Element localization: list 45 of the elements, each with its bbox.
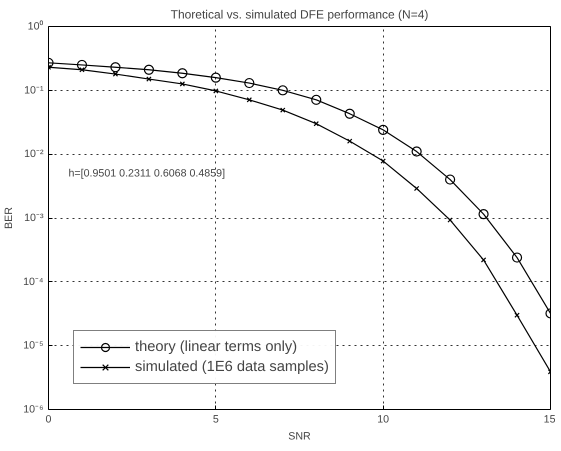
x-tick-label: 0	[46, 414, 52, 426]
point	[480, 257, 486, 263]
point	[280, 107, 286, 113]
point	[278, 85, 288, 96]
point	[146, 76, 152, 82]
point	[244, 78, 254, 88]
x-tick-label: 15	[544, 414, 556, 426]
point	[412, 146, 422, 157]
point	[79, 67, 85, 72]
x-tick-label: 5	[212, 414, 219, 426]
y-tick-label: 10⁰	[28, 20, 44, 32]
point	[246, 97, 252, 103]
point	[380, 158, 386, 164]
point	[311, 94, 322, 105]
x-tick-label: 10	[377, 414, 390, 426]
legend-label: simulated (1E6 data samples)	[135, 359, 329, 375]
point	[478, 209, 489, 220]
y-tick-label: 10⁻³	[24, 212, 44, 224]
chart-title: Thoretical vs. simulated DFE performance (N=4)	[170, 8, 428, 22]
annotation: h=[0.9501 0.2311 0.6068 0.4859]	[68, 168, 226, 180]
point	[110, 62, 121, 72]
point	[213, 88, 219, 94]
x-axis-title: SNR	[288, 430, 312, 442]
point	[314, 120, 319, 126]
point	[344, 108, 355, 119]
y-tick-label: 10⁻¹	[24, 84, 44, 96]
point	[180, 81, 186, 87]
point	[514, 312, 520, 318]
y-tick-label: 10⁻²	[24, 148, 44, 160]
point	[210, 72, 221, 83]
y-axis-title: BER	[3, 206, 16, 229]
point	[447, 217, 453, 223]
point	[76, 60, 88, 70]
y-tick-label: 10⁻⁵	[23, 340, 44, 352]
point	[112, 71, 118, 77]
y-tick-label: 10⁻⁶	[23, 404, 44, 416]
y-tick-label: 10⁻⁴	[23, 276, 44, 288]
point	[177, 68, 188, 78]
point	[512, 252, 522, 263]
legend-label: theory (linear terms only)	[135, 339, 298, 355]
point	[414, 186, 420, 192]
point	[144, 64, 154, 75]
point	[445, 174, 456, 185]
point	[346, 138, 352, 144]
point	[378, 124, 388, 135]
